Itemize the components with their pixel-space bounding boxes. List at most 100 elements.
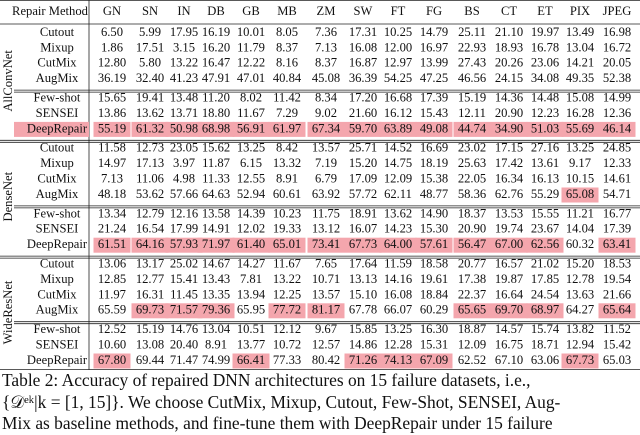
cell: 15.55 — [531, 206, 559, 220]
cell: 16.54 — [136, 222, 165, 236]
cell: 54.25 — [384, 71, 412, 85]
highlight — [526, 237, 564, 253]
method: AugMix — [36, 187, 79, 201]
cell: 67.80 — [98, 353, 126, 367]
cell: 6.50 — [101, 25, 123, 39]
highlight — [307, 237, 345, 253]
cell: 13.58 — [202, 206, 230, 220]
cell: 19.33 — [273, 222, 301, 236]
cell: 7.13 — [315, 40, 337, 54]
cell: 15.42 — [603, 337, 631, 351]
cell: 17.15 — [495, 141, 523, 155]
cell: 71.26 — [349, 353, 377, 367]
cell: 67.73 — [566, 353, 594, 367]
cell: 22.37 — [458, 287, 486, 301]
cell: 57.61 — [420, 237, 448, 251]
cell: 77.33 — [273, 353, 301, 367]
highlight — [561, 353, 599, 369]
cell: 67.10 — [495, 353, 523, 367]
cell: 15.10 — [349, 287, 377, 301]
cell: 17.51 — [136, 40, 164, 54]
cell: 14.99 — [603, 90, 631, 104]
highlight — [268, 303, 306, 319]
cell: 14.52 — [384, 141, 412, 155]
cell: 15.30 — [420, 222, 448, 236]
highlight — [232, 237, 270, 253]
cell: 18.91 — [349, 206, 377, 220]
cell: 7.65 — [315, 256, 337, 270]
cell: 16.87 — [349, 56, 377, 70]
highlight — [453, 121, 491, 137]
cell: 16.07 — [349, 222, 377, 236]
cell: 16.72 — [603, 40, 631, 54]
cell: 11.97 — [98, 287, 126, 301]
cell: 12.97 — [384, 56, 412, 70]
cell: 20.90 — [495, 106, 523, 120]
cell: 20.40 — [170, 337, 198, 351]
cell: 16.97 — [420, 40, 448, 54]
highlight — [197, 303, 235, 319]
cell: 16.31 — [136, 287, 164, 301]
cell: 12.79 — [136, 206, 164, 220]
cell: 16.08 — [349, 40, 377, 54]
cell: 34.08 — [531, 71, 559, 85]
column-header: CT — [501, 4, 517, 18]
cell: 13.08 — [136, 337, 164, 351]
cell: 19.74 — [495, 222, 524, 236]
cell: 19.54 — [603, 272, 632, 286]
cell: 13.22 — [273, 272, 301, 286]
column-header: GB — [242, 4, 260, 18]
cell: 13.62 — [384, 206, 412, 220]
highlight — [344, 353, 382, 369]
cell: 11.42 — [273, 90, 301, 104]
cell: 27.43 — [458, 56, 486, 70]
cell: 71.57 — [170, 303, 198, 317]
cell: 67.78 — [349, 303, 377, 317]
cell: 16.68 — [384, 90, 412, 104]
cell: 22.93 — [458, 40, 486, 54]
cell: 74.13 — [384, 353, 412, 367]
cell: 17.39 — [603, 222, 631, 236]
cell: 52.94 — [237, 187, 266, 201]
cell: 18.87 — [458, 322, 486, 336]
cell: 23.67 — [531, 222, 559, 236]
cell: 71.97 — [202, 237, 230, 251]
cell: 67.09 — [420, 353, 448, 367]
cell: 5.80 — [139, 56, 161, 70]
cell: 11.67 — [273, 256, 301, 270]
cell: 65.03 — [603, 353, 631, 367]
cell: 8.02 — [240, 90, 262, 104]
cell: 9.17 — [569, 156, 591, 170]
cell: 77.72 — [273, 303, 301, 317]
cell: 55.69 — [566, 121, 594, 135]
cell: 65.65 — [458, 303, 486, 317]
cell: 16.69 — [420, 141, 448, 155]
cell: 18.80 — [202, 106, 230, 120]
cell: 10.72 — [273, 337, 301, 351]
cell: 71.47 — [170, 353, 198, 367]
highlight — [165, 121, 203, 137]
cell: 41.23 — [170, 71, 198, 85]
cell: 46.14 — [603, 121, 632, 135]
cell: 18.93 — [495, 40, 523, 54]
cell: 61.32 — [136, 121, 164, 135]
cell: 57.72 — [349, 187, 377, 201]
cell: 13.22 — [170, 56, 198, 70]
cell: 14.57 — [495, 322, 523, 336]
cell: 17.38 — [458, 272, 486, 286]
cell: 19.41 — [136, 90, 164, 104]
cell: 18.84 — [420, 287, 449, 301]
cell: 8.37 — [315, 56, 337, 70]
cell: 19.97 — [531, 25, 559, 39]
cell: 15.74 — [531, 322, 560, 336]
cell: 13.77 — [237, 337, 265, 351]
cell: 69.70 — [495, 303, 523, 317]
cell: 47.91 — [202, 71, 230, 85]
cell: 10.60 — [98, 337, 126, 351]
highlight — [526, 121, 564, 137]
highlight — [307, 303, 345, 319]
column-header: MB — [277, 4, 297, 18]
cell: 15.43 — [420, 106, 448, 120]
cell: 13.25 — [566, 141, 594, 155]
cell: 20.05 — [603, 56, 631, 70]
